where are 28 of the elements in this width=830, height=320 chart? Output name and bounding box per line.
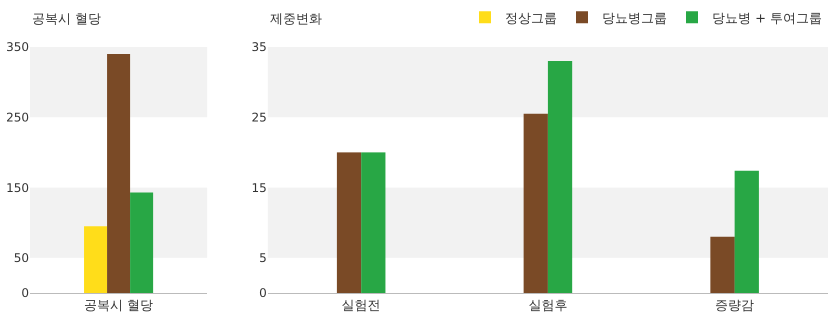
bar [548, 61, 572, 293]
y-tick-label: 35 [252, 40, 267, 54]
x-tick-label: 증량감 [715, 298, 754, 314]
y-tick-label: 5 [259, 251, 267, 266]
bar [107, 54, 130, 293]
bar [336, 152, 362, 293]
y-tick-label: 350 [6, 40, 29, 54]
bar [361, 152, 386, 293]
bar [524, 114, 548, 293]
bar [130, 192, 154, 293]
bar [710, 236, 735, 293]
legend-label: 정상그룹 [505, 11, 557, 26]
y-tick-label: 0 [21, 286, 29, 300]
x-tick-label: 공복시 혈당 [84, 298, 154, 314]
legend-label: 당뇨병그룹 [602, 11, 667, 26]
x-tick-label: 실험후 [528, 298, 568, 314]
x-tick-label: 실험전 [342, 298, 381, 314]
y-tick-label: 25 [252, 110, 267, 124]
y-tick-label: 150 [6, 180, 29, 195]
y-tick-label: 250 [6, 110, 29, 124]
chart-title: 제중변화 [270, 12, 322, 27]
legend-label: 당뇨병 + 투여그룹 [712, 11, 822, 26]
y-tick-label: 15 [252, 180, 267, 195]
y-tick-label: 0 [259, 286, 267, 300]
y-tick-label: 50 [14, 251, 29, 266]
chart-title: 공복시 혈당 [32, 12, 102, 27]
bar [734, 170, 759, 293]
bar [84, 226, 108, 293]
